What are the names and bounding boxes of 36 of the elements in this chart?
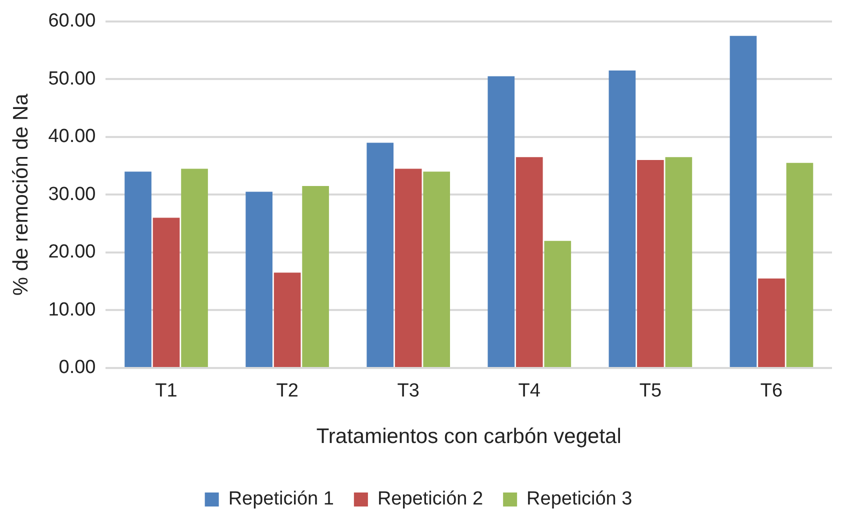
bar xyxy=(516,157,543,367)
bar xyxy=(152,218,180,367)
x-tick-label: T2 xyxy=(276,380,298,402)
bar xyxy=(544,240,572,367)
bar xyxy=(302,186,329,367)
bar xyxy=(366,142,394,367)
y-axis-title: % de remoción de Na xyxy=(9,93,32,296)
bar xyxy=(394,168,422,367)
bar xyxy=(488,76,515,367)
bar xyxy=(124,172,152,367)
bar xyxy=(730,36,757,367)
y-tick-label: 50.00 xyxy=(48,68,96,90)
x-tick-label: T4 xyxy=(518,380,541,402)
legend-label: Repetición 2 xyxy=(377,488,484,510)
bar xyxy=(608,70,636,367)
y-tick-label: 10.00 xyxy=(48,299,96,320)
y-tick-label: 60.00 xyxy=(48,10,96,32)
x-axis-title: Tratamientos con carbón vegetal xyxy=(316,425,622,448)
y-tick-label: 0.00 xyxy=(58,357,96,378)
bar xyxy=(665,157,692,367)
bar xyxy=(246,192,272,367)
bar xyxy=(274,272,301,367)
x-tick-label: T3 xyxy=(397,380,420,402)
bar xyxy=(181,168,208,367)
y-tick-label: 30.00 xyxy=(48,184,96,205)
x-tick-label: T5 xyxy=(639,380,662,402)
bar xyxy=(786,162,814,367)
bar xyxy=(758,278,785,367)
legend-label: Repetición 3 xyxy=(526,488,632,510)
bar xyxy=(423,172,450,367)
y-tick-label: 20.00 xyxy=(48,242,96,263)
legend-label: Repetición 1 xyxy=(228,488,334,510)
bar xyxy=(637,160,664,367)
x-tick-label: T1 xyxy=(155,380,178,402)
y-tick-label: 40.00 xyxy=(48,126,96,148)
x-tick-label: T6 xyxy=(760,380,783,402)
